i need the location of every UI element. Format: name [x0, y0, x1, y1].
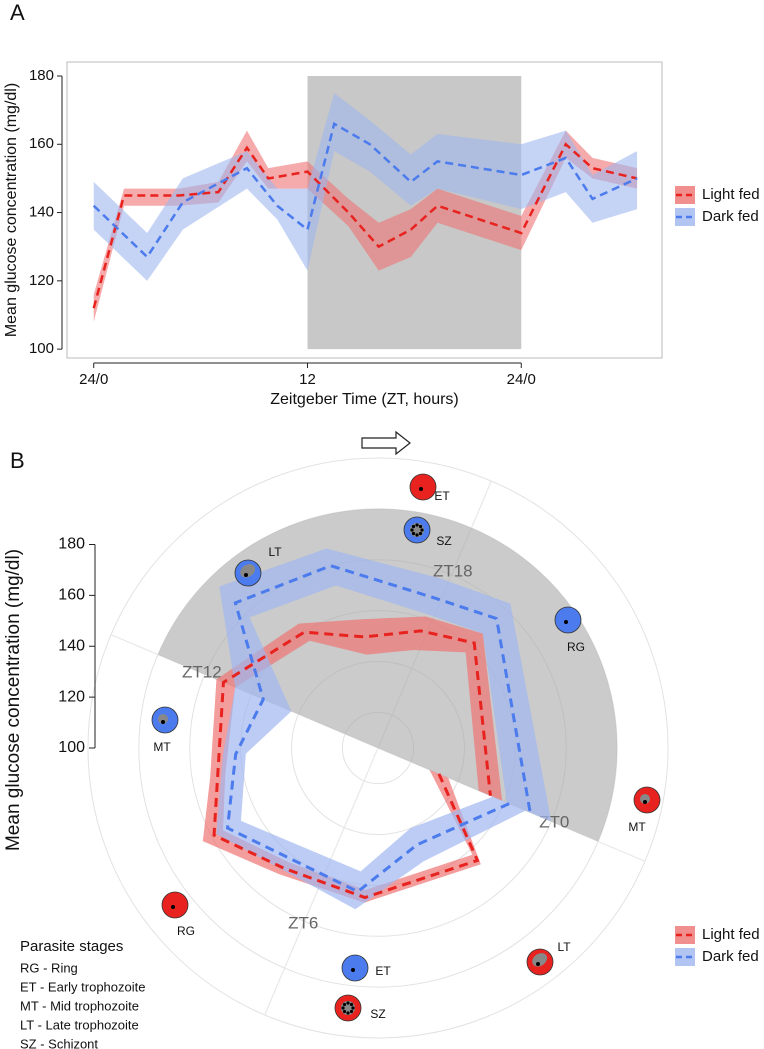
- stage-nucleus: [564, 620, 568, 624]
- stage-merozoite: [341, 1006, 345, 1010]
- stage-merozoite: [420, 528, 424, 532]
- stage-nucleus: [643, 800, 647, 804]
- radial-tick-label: 100: [58, 739, 85, 756]
- stage-icon-label: LT: [268, 545, 282, 559]
- x-axis-label: Zeitgeber Time (ZT, hours): [270, 391, 459, 408]
- stage-merozoite: [410, 528, 414, 532]
- stage-icon-label: MT: [628, 820, 646, 834]
- stage-icon: [161, 891, 189, 919]
- legend-label: Dark fed: [702, 208, 759, 225]
- stage-merozoite: [415, 533, 419, 537]
- stage-merozoite: [415, 523, 419, 527]
- stage-icon-label: MT: [153, 740, 171, 754]
- x-tick-label: 12: [299, 371, 316, 388]
- y-tick-label: 120: [29, 272, 54, 289]
- stage-parasite: [532, 953, 548, 967]
- legend-label: Light fed: [702, 926, 760, 943]
- stage-merozoite: [418, 524, 423, 529]
- y-axis-label: Mean glucose concentration (mg/dl): [3, 83, 20, 337]
- legend-swatch: [675, 208, 695, 226]
- stage-icon-label: ET: [434, 489, 450, 503]
- x-tick-label: 24/0: [507, 371, 536, 388]
- y-tick-label: 140: [29, 204, 54, 221]
- radial-tick-label: 180: [58, 536, 85, 553]
- stage-icon-label: LT: [557, 940, 571, 954]
- stage-nucleus: [244, 573, 248, 577]
- stage-merozoite: [411, 524, 416, 529]
- stage-parasite: [640, 794, 650, 804]
- series-line: [225, 564, 532, 894]
- panel-label: A: [10, 0, 25, 25]
- stage-entry: ET - Early trophozoite: [20, 979, 145, 994]
- legend-label: Dark fed: [702, 948, 759, 965]
- stage-icon-label: RG: [567, 640, 585, 654]
- legend-swatch: [675, 926, 695, 944]
- angle-label: ZT18: [433, 561, 473, 580]
- stage-nucleus: [161, 720, 165, 724]
- stage-icon-label: ET: [375, 964, 391, 978]
- stage-merozoite: [349, 1002, 354, 1007]
- stage-nucleus: [171, 905, 175, 909]
- direction-arrow: [361, 430, 411, 456]
- angle-label: ZT12: [182, 663, 222, 682]
- y-tick-label: 100: [29, 340, 54, 357]
- stage-merozoite: [346, 1011, 350, 1015]
- stage-nucleus: [351, 968, 355, 972]
- stage-merozoite: [349, 1009, 354, 1014]
- radial-tick-label: 140: [58, 637, 85, 654]
- ribbon: [202, 616, 503, 903]
- stage-icon: [341, 954, 369, 982]
- legend-label: Light fed: [702, 186, 760, 203]
- stage-entry: LT - Late trophozoite: [20, 1017, 139, 1032]
- stage-merozoite: [351, 1006, 355, 1010]
- stage-entry: RG - Ring: [20, 960, 78, 975]
- stage-merozoite: [411, 531, 416, 536]
- stage-entry: SZ - Schizont: [20, 1036, 98, 1049]
- stage-icon: [409, 473, 437, 501]
- angle-label: ZT6: [288, 914, 318, 933]
- stage-icon-label: SZ: [370, 1007, 385, 1021]
- x-tick-label: 24/0: [79, 371, 108, 388]
- y-tick-label: 160: [29, 135, 54, 152]
- y-tick-label: 180: [29, 67, 54, 84]
- stage-icon: [554, 606, 582, 634]
- stage-merozoite: [418, 531, 423, 536]
- series-line: [212, 629, 492, 900]
- stage-icon-label: SZ: [436, 534, 451, 548]
- stage-entry: MT - Mid trophozoite: [20, 998, 139, 1013]
- radial-tick-label: 120: [58, 688, 85, 705]
- series-line: [92, 142, 638, 309]
- stage-nucleus: [419, 487, 423, 491]
- ribbon: [93, 93, 638, 281]
- ribbon: [216, 548, 552, 910]
- stage-nucleus: [536, 962, 540, 966]
- stage-parasite: [240, 564, 256, 578]
- grid-ring: [87, 457, 669, 1039]
- panel-label: B: [10, 448, 25, 473]
- legend-swatch: [675, 948, 695, 966]
- y-axis-label: Mean glucose concentration (mg/dl): [3, 549, 24, 851]
- stage-merozoite: [342, 1009, 347, 1014]
- radial-tick-label: 160: [58, 587, 85, 604]
- stage-parasite: [158, 714, 168, 724]
- stage-merozoite: [346, 1001, 350, 1005]
- stage-icon-label: RG: [177, 924, 195, 938]
- legend-swatch: [675, 186, 695, 204]
- stages-title: Parasite stages: [20, 938, 123, 955]
- stage-merozoite: [342, 1002, 347, 1007]
